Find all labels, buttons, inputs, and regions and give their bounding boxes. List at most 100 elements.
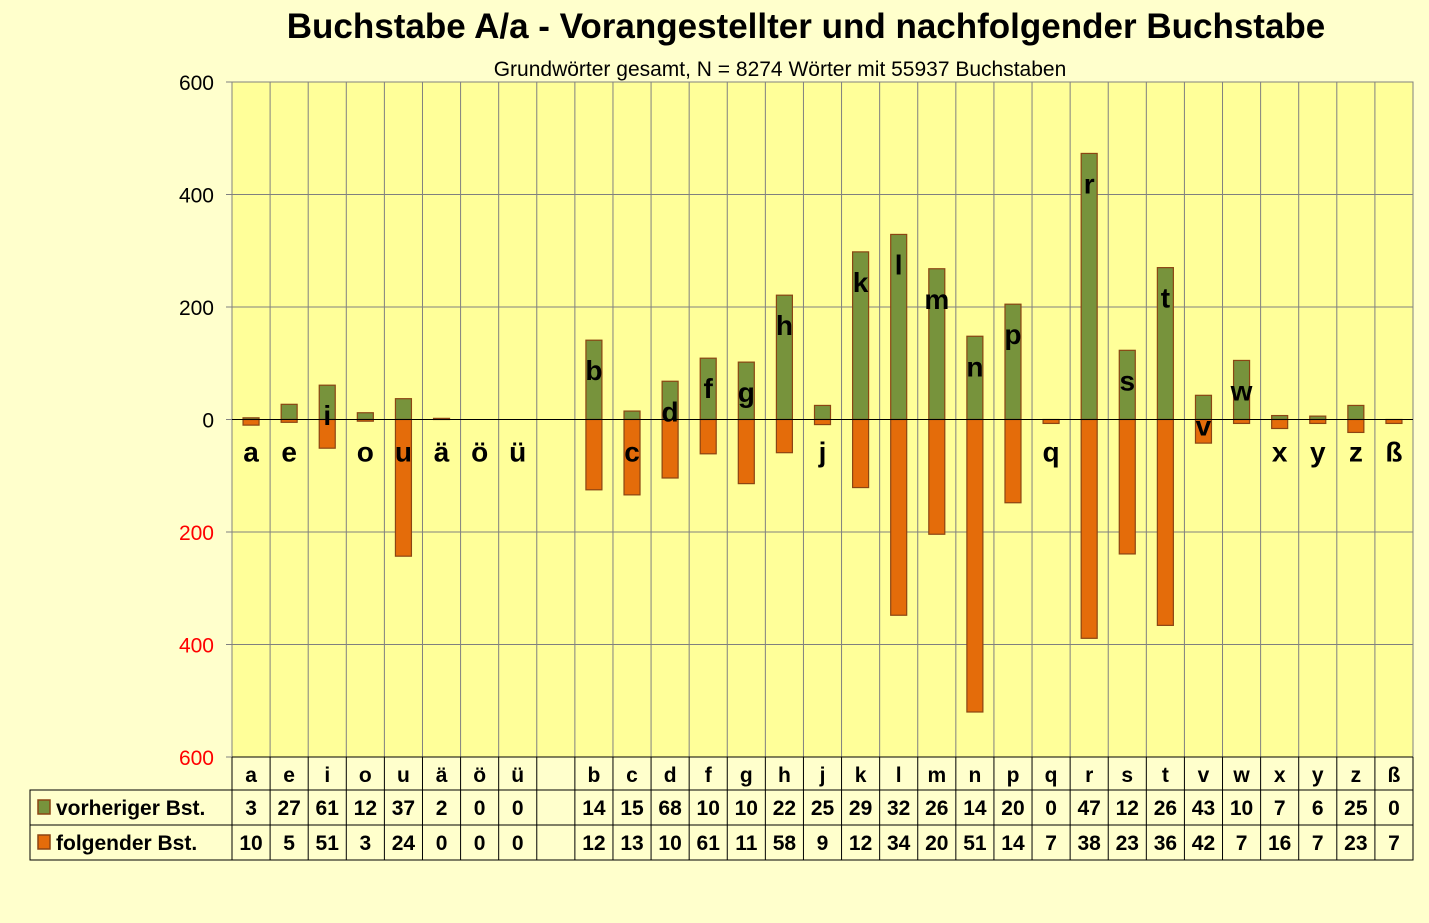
table-value: 7 xyxy=(1312,832,1324,855)
table-value: 3 xyxy=(359,832,371,855)
table-value: 14 xyxy=(963,797,987,820)
table-category-label: z xyxy=(1351,764,1362,787)
table-value: 14 xyxy=(582,797,606,820)
bar-folgender xyxy=(1347,418,1365,434)
table-value: 9 xyxy=(817,832,829,855)
bar-folgender xyxy=(851,418,870,489)
table-value: 68 xyxy=(658,797,682,820)
bar-folgender xyxy=(585,418,603,491)
y-tick-label: 200 xyxy=(179,297,214,320)
table-value: 2 xyxy=(436,797,448,820)
bar-letter-label: b xyxy=(585,355,602,386)
bar-letter-label: a xyxy=(243,437,259,468)
y-tick-label: 200 xyxy=(179,522,214,545)
y-tick-label: 0 xyxy=(202,410,214,433)
table-value: 6 xyxy=(1312,797,1324,820)
bar-folgender xyxy=(661,418,679,479)
table-category-label: ä xyxy=(436,764,448,787)
bar-folgender xyxy=(1232,418,1251,425)
table-category-label: t xyxy=(1162,764,1169,787)
table-value: 26 xyxy=(1154,797,1177,820)
bar-folgender xyxy=(813,418,832,426)
table-value: 27 xyxy=(277,797,300,820)
table-category-label: ö xyxy=(473,764,486,787)
table-value: 10 xyxy=(658,832,681,855)
table-category-label: q xyxy=(1045,764,1058,787)
bar-letter-label: ß xyxy=(1385,437,1402,468)
table-value: 15 xyxy=(620,797,644,820)
table-value: 42 xyxy=(1192,832,1215,855)
table-value: 25 xyxy=(811,797,835,820)
table-value: 10 xyxy=(735,797,758,820)
bar-letter-label: o xyxy=(357,437,374,468)
legend-label: vorheriger Bst. xyxy=(56,797,205,820)
table-value: 7 xyxy=(1274,797,1286,820)
bar-letter-label: u xyxy=(395,437,412,468)
bar-letter-label: h xyxy=(776,310,793,341)
bar-vorheriger xyxy=(623,410,641,421)
bar-letter-label: y xyxy=(1310,437,1326,468)
bar-folgender xyxy=(928,418,946,535)
table-value: 25 xyxy=(1344,797,1368,820)
bar-letter-label: v xyxy=(1196,410,1212,441)
bar-folgender xyxy=(775,418,794,454)
table-value: 24 xyxy=(392,832,416,855)
table-category-label: e xyxy=(283,764,295,787)
chart-subtitle: Grundwörter gesamt, N = 8274 Wörter mit … xyxy=(494,58,1067,81)
table-value: 26 xyxy=(925,797,948,820)
bar-letter-label: g xyxy=(738,377,755,408)
table-value: 23 xyxy=(1116,832,1139,855)
legend-swatch xyxy=(37,799,51,815)
table-value: 10 xyxy=(697,797,720,820)
table-category-label: s xyxy=(1121,764,1133,787)
table-value: 0 xyxy=(1388,797,1400,820)
table-category-label: k xyxy=(855,764,867,787)
table-value: 0 xyxy=(474,797,486,820)
bar-folgender xyxy=(890,418,908,616)
bar-letter-label: k xyxy=(853,267,869,298)
table-value: 43 xyxy=(1192,797,1215,820)
table-category-label: d xyxy=(664,764,677,787)
table-category-label: f xyxy=(705,764,713,787)
table-value: 12 xyxy=(582,832,605,855)
table-value: 58 xyxy=(773,832,797,855)
bar-folgender xyxy=(1042,418,1060,425)
bar-folgender xyxy=(1271,418,1289,430)
table-value: 3 xyxy=(245,797,257,820)
table-category-label: p xyxy=(1007,764,1020,787)
bar-vorheriger xyxy=(280,403,298,421)
bar-folgender xyxy=(737,418,755,485)
bar-letter-label: t xyxy=(1161,283,1170,314)
table-category-label: i xyxy=(324,764,330,787)
table-value: 38 xyxy=(1077,832,1101,855)
table-category-label: ü xyxy=(511,764,524,787)
bar-letter-label: p xyxy=(1004,319,1021,350)
table-value: 11 xyxy=(735,832,758,855)
table-value: 13 xyxy=(620,832,643,855)
table-category-label: m xyxy=(927,764,946,787)
y-tick-label: 600 xyxy=(179,747,214,770)
y-tick-label: 400 xyxy=(179,635,214,658)
table-value: 51 xyxy=(963,832,987,855)
bar-letter-label: x xyxy=(1272,437,1288,468)
bar-letter-label: l xyxy=(895,249,903,280)
table-value: 61 xyxy=(316,797,340,820)
table-value: 14 xyxy=(1001,832,1025,855)
legend-label: folgender Bst. xyxy=(56,832,197,855)
table-category-label: r xyxy=(1085,764,1093,787)
bar-folgender xyxy=(242,418,260,426)
bar-vorheriger xyxy=(394,398,413,421)
y-tick-label: 400 xyxy=(179,185,214,208)
bar-vorheriger xyxy=(1347,404,1365,421)
bar-vorheriger xyxy=(813,404,832,421)
table-value: 16 xyxy=(1268,832,1291,855)
table-value: 0 xyxy=(512,797,524,820)
table-value: 12 xyxy=(849,832,872,855)
bar-folgender xyxy=(699,418,717,455)
table-value: 0 xyxy=(474,832,486,855)
legend-swatch xyxy=(37,834,51,850)
bar-letter-label: c xyxy=(624,437,640,468)
table-category-label: v xyxy=(1198,764,1210,787)
bar-letter-label: w xyxy=(1230,375,1253,406)
